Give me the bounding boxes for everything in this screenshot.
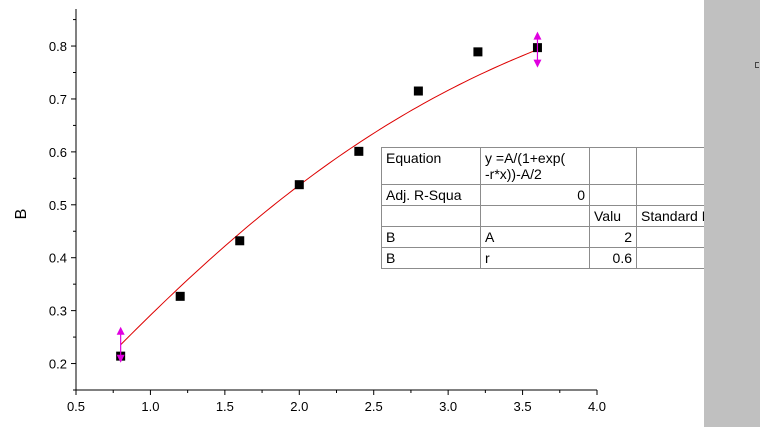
x-tick-label: 4.0	[588, 399, 606, 414]
data-point	[294, 180, 304, 190]
y-tick-label: 0.8	[49, 39, 67, 54]
table-cell: y =A/(1+exp( -r*x))-A/2	[480, 147, 590, 185]
table-cell: B	[381, 226, 481, 248]
table-cell: 0	[480, 184, 590, 206]
x-tick-label: 2.5	[365, 399, 383, 414]
data-point	[175, 291, 185, 301]
x-tick-label: 0.5	[67, 399, 85, 414]
table-row-equation: Equation y =A/(1+exp( -r*x))-A/2	[381, 147, 744, 185]
table-cell: Adj. R-Squa	[381, 184, 481, 206]
table-cell: 0.6	[589, 247, 637, 269]
y-tick-label: 0.5	[49, 198, 67, 213]
x-tick-label: 3.5	[514, 399, 532, 414]
data-point	[354, 146, 364, 156]
table-cell	[589, 147, 637, 185]
table-cell	[381, 205, 481, 227]
table-cell: Valu	[589, 205, 637, 227]
data-point	[473, 47, 483, 57]
x-tick-label: 2.0	[290, 399, 308, 414]
table-row-param-r: B r 0.6 --	[381, 247, 744, 269]
range-handle[interactable]	[116, 326, 125, 363]
fit-curve	[120, 49, 538, 346]
x-tick-label: 1.0	[141, 399, 159, 414]
y-tick-label: 0.7	[49, 92, 67, 107]
range-handle[interactable]	[533, 31, 542, 68]
range-handles-layer	[116, 31, 542, 363]
fit-results-table: Equation y =A/(1+exp( -r*x))-A/2 Adj. R-…	[381, 147, 744, 269]
x-tick-label: 1.5	[216, 399, 234, 414]
table-cell: Equation	[381, 147, 481, 185]
table-row-adj-r: Adj. R-Squa 0	[381, 184, 744, 206]
table-cell	[589, 184, 637, 206]
side-panel[interactable]	[704, 0, 760, 427]
y-tick-label: 0.6	[49, 145, 67, 160]
table-cell: 2	[589, 226, 637, 248]
data-point	[235, 236, 245, 246]
table-cell: r	[480, 247, 590, 269]
table-row-param-a: B A 2 --	[381, 226, 744, 248]
axes: 0.5 1.0 1.5 2.0 2.5 3.0 3.5 4.0 0.2 0.3 0.4 0.5 0.6 0…	[49, 9, 606, 414]
x-tick-label: 3.0	[439, 399, 457, 414]
table-row-header: Valu Standard Err	[381, 205, 744, 227]
y-axis-label: B	[13, 209, 30, 220]
y-tick-label: 0.3	[49, 304, 67, 319]
table-cell: B	[381, 247, 481, 269]
table-cell: A	[480, 226, 590, 248]
data-point	[413, 86, 423, 96]
fit-curve-layer	[120, 49, 538, 346]
y-tick-label: 0.2	[49, 357, 67, 372]
table-cell	[480, 205, 590, 227]
panel-marker-icon	[755, 62, 759, 68]
y-tick-label: 0.4	[49, 251, 67, 266]
